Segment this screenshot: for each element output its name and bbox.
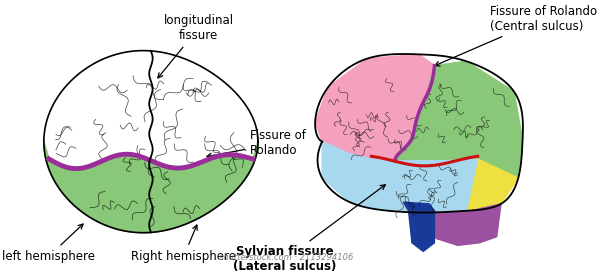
Polygon shape: [403, 202, 434, 251]
Text: shutterstock.com · 2113294106: shutterstock.com · 2113294106: [218, 253, 353, 262]
Text: Fissure of Rolando
(Central sulcus): Fissure of Rolando (Central sulcus): [435, 5, 597, 66]
Polygon shape: [44, 142, 258, 233]
Polygon shape: [395, 61, 523, 178]
Text: Fissure of
Rolando: Fissure of Rolando: [207, 129, 306, 158]
Polygon shape: [315, 54, 434, 161]
Polygon shape: [322, 142, 478, 213]
Polygon shape: [467, 159, 519, 211]
Polygon shape: [44, 142, 258, 233]
Text: Right hemisphere: Right hemisphere: [131, 225, 236, 263]
Polygon shape: [428, 204, 501, 245]
Text: Sylvian fissure
(Lateral sulcus): Sylvian fissure (Lateral sulcus): [233, 185, 385, 273]
Text: longitudinal
fissure: longitudinal fissure: [158, 14, 233, 78]
Text: left hemisphere: left hemisphere: [2, 224, 95, 263]
